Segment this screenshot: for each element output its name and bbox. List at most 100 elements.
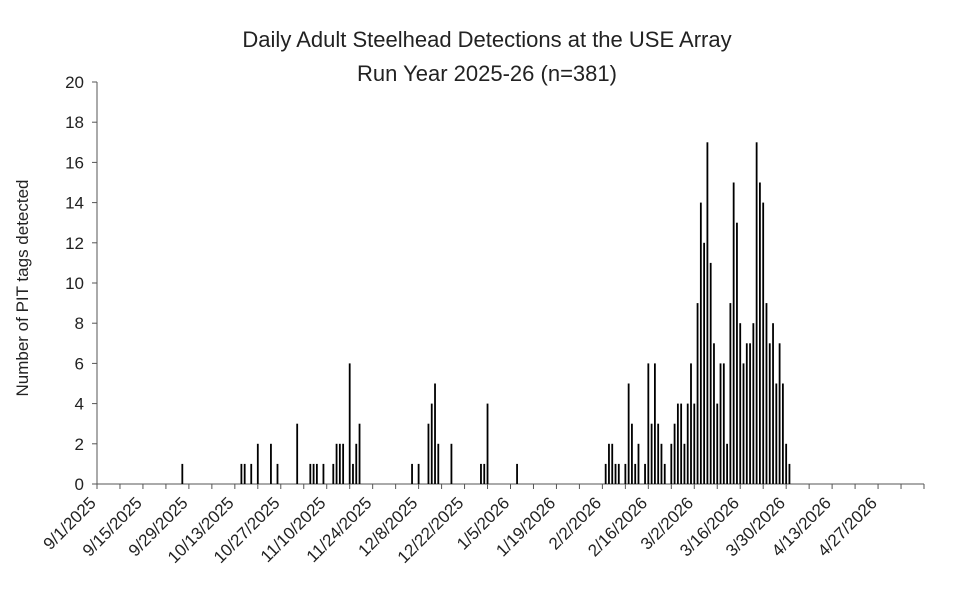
bar: [686, 403, 689, 484]
bar: [332, 463, 335, 484]
bar: [722, 363, 725, 484]
bar: [276, 463, 279, 484]
bar: [713, 343, 715, 484]
bar: [755, 142, 758, 485]
bar: [358, 423, 361, 484]
bar: [709, 262, 712, 484]
y-tick-label: 20: [65, 73, 84, 92]
bar: [699, 202, 702, 484]
bar: [736, 222, 738, 484]
y-axis-title: Number of PIT tags detected: [13, 179, 32, 396]
bar: [411, 463, 413, 484]
bar: [732, 182, 735, 484]
bar: [650, 423, 653, 484]
bar: [315, 463, 318, 484]
bar: [427, 423, 430, 484]
bar: [670, 443, 673, 484]
bar: [739, 323, 742, 484]
bar: [312, 463, 315, 484]
bar: [657, 423, 660, 484]
y-tick-label: 2: [75, 435, 84, 454]
bar: [430, 403, 433, 484]
bar: [480, 463, 482, 484]
bar: [719, 363, 722, 484]
bar: [634, 463, 637, 484]
bar: [637, 443, 640, 484]
bar: [742, 363, 745, 484]
bar: [706, 142, 709, 485]
bar: [296, 423, 299, 484]
bar: [322, 463, 325, 484]
bar: [775, 383, 778, 484]
bar: [250, 463, 253, 484]
y-tick-label: 0: [75, 475, 84, 494]
y-tick-label: 18: [65, 113, 84, 132]
bar: [611, 443, 614, 484]
bar: [604, 463, 607, 484]
bar: [355, 443, 358, 484]
y-tick-label: 8: [75, 314, 84, 333]
y-tick-label: 10: [65, 274, 84, 293]
bar: [256, 443, 259, 484]
bar: [683, 443, 686, 484]
bar: [240, 463, 243, 484]
bar: [450, 443, 453, 484]
bar: [772, 323, 774, 484]
bar: [660, 443, 663, 484]
bar: [749, 343, 751, 484]
bar: [788, 463, 791, 484]
bar: [693, 403, 696, 484]
bar: [348, 363, 351, 484]
bar: [627, 383, 630, 484]
bar: [680, 403, 683, 484]
bar: [653, 363, 656, 484]
y-tick-label: 12: [65, 234, 84, 253]
bar: [434, 383, 436, 484]
bar: [768, 343, 771, 484]
bar: [516, 463, 518, 484]
y-tick-label: 16: [65, 153, 84, 172]
bar: [608, 443, 610, 484]
y-tick-label: 4: [75, 395, 84, 414]
bar: [778, 343, 781, 484]
bar: [745, 343, 748, 484]
bar: [181, 463, 184, 484]
bar: [617, 463, 620, 484]
bar: [781, 383, 784, 484]
bar: [243, 463, 246, 484]
y-tick-label: 6: [75, 354, 84, 373]
bar: [335, 443, 338, 484]
bar: [309, 463, 312, 484]
bar: [729, 303, 732, 484]
bar: [614, 463, 617, 484]
bar: [483, 463, 486, 484]
y-tick-label: 14: [65, 194, 84, 213]
chart-title: Daily Adult Steelhead Detections at the …: [242, 27, 731, 52]
bar: [716, 403, 719, 484]
bar: [624, 463, 627, 484]
bar: [759, 182, 761, 484]
bar: [631, 423, 633, 484]
bar: [726, 443, 728, 484]
bar: [696, 303, 699, 484]
bar: [437, 443, 440, 484]
bar: [765, 303, 768, 484]
bar: [270, 443, 272, 484]
bar: [647, 363, 650, 484]
bar: [785, 443, 788, 484]
bar: [676, 403, 679, 484]
chart-subtitle: Run Year 2025-26 (n=381): [357, 61, 617, 86]
bar: [663, 463, 666, 484]
bar: [690, 363, 692, 484]
bar: [752, 323, 755, 484]
bar: [342, 443, 345, 484]
bar: [762, 202, 765, 484]
bar: [338, 443, 341, 484]
plot-area: 024681012141618209/1/20259/15/20259/29/2…: [40, 73, 925, 567]
bar: [644, 463, 646, 484]
bar: [673, 423, 676, 484]
bar: [486, 403, 489, 484]
bar: [703, 242, 706, 484]
bar: [417, 463, 420, 484]
